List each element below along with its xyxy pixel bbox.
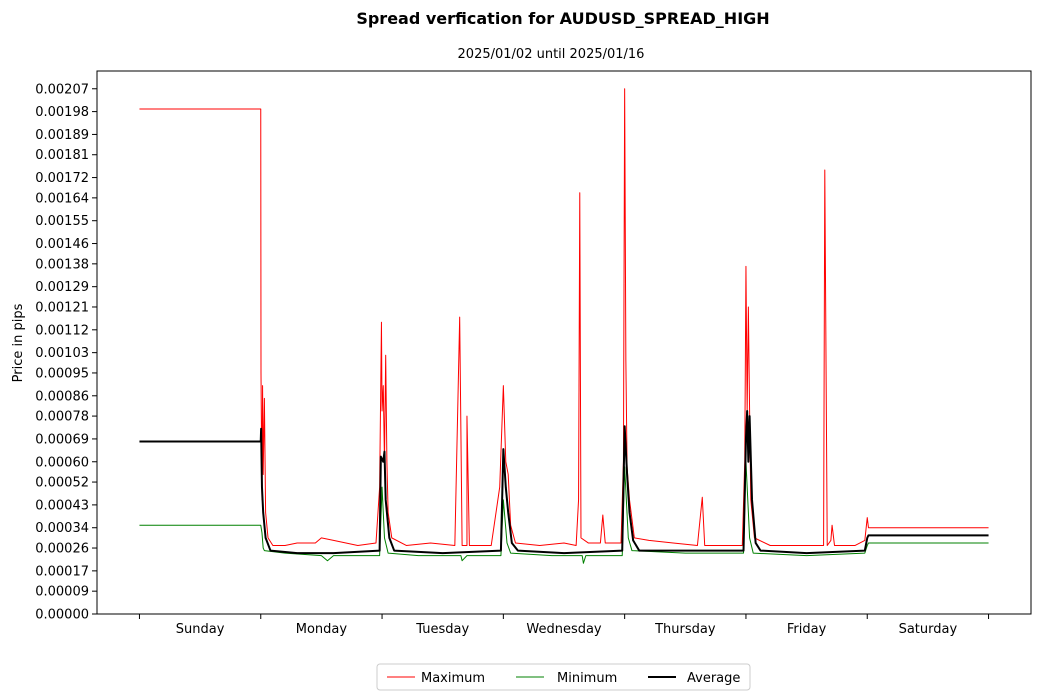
y-tick-label: 0.00155	[35, 214, 89, 229]
series-layer	[139, 88, 989, 564]
y-tick-label: 0.00189	[35, 128, 89, 143]
y-tick-label: 0.00009	[35, 585, 89, 600]
y-tick-label: 0.00086	[35, 389, 89, 404]
y-tick-label: 0.00043	[35, 498, 89, 513]
y-tick-label: 0.00129	[35, 280, 89, 295]
chart-subtitle: 2025/01/02 until 2025/01/16	[458, 47, 645, 62]
x-tick-label: Wednesday	[526, 622, 602, 637]
y-axis-label: Price in pips	[11, 303, 26, 382]
legend-label-maximum: Maximum	[421, 671, 485, 686]
y-tick-label: 0.00121	[35, 300, 89, 315]
y-tick-label: 0.00146	[35, 237, 89, 252]
x-tick-label: Monday	[296, 622, 348, 637]
legend: Maximum Minimum Average	[376, 663, 751, 691]
y-tick-label: 0.00095	[35, 366, 89, 381]
y-tick-label: 0.00138	[35, 257, 89, 272]
y-tick-label: 0.00164	[35, 191, 89, 206]
y-tick-label: 0.00052	[35, 476, 89, 491]
series-line-minimum	[139, 461, 989, 564]
x-tick-label: Friday	[787, 622, 827, 637]
series-line-average	[139, 410, 989, 555]
legend-frame	[376, 663, 751, 691]
y-tick-label: 0.00198	[35, 105, 89, 120]
y-tick-label: 0.00112	[35, 323, 89, 338]
y-axis: 0.00000 0.00009 0.00017 0.00026 0.00034 0.000…	[35, 82, 97, 623]
y-tick-label: 0.00034	[35, 521, 89, 536]
x-axis: Sunday Monday Tuesday Wednesday Thursday Frid…	[138, 614, 990, 637]
series-line-maximum	[139, 88, 989, 546]
chart-title: Spread verfication for AUDUSD_SPREAD_HIG…	[356, 9, 769, 28]
plot-area	[96, 70, 1032, 615]
x-tick-label: Saturday	[899, 622, 958, 637]
y-tick-label: 0.00172	[35, 171, 89, 186]
y-tick-label: 0.00060	[35, 455, 89, 470]
x-tick-label: Thursday	[654, 622, 716, 637]
legend-label-minimum: Minimum	[557, 671, 617, 686]
y-tick-label: 0.00181	[35, 148, 89, 163]
y-tick-label: 0.00078	[35, 410, 89, 425]
y-tick-label: 0.00000	[35, 608, 89, 623]
y-tick-label: 0.00017	[35, 564, 89, 579]
x-tick-label: Tuesday	[415, 622, 469, 637]
y-tick-label: 0.00069	[35, 432, 89, 447]
y-tick-label: 0.00207	[35, 82, 89, 97]
x-tick-label: Sunday	[176, 622, 225, 637]
legend-label-average: Average	[687, 671, 740, 686]
y-tick-label: 0.00103	[35, 346, 89, 361]
y-tick-label: 0.00026	[35, 542, 89, 557]
